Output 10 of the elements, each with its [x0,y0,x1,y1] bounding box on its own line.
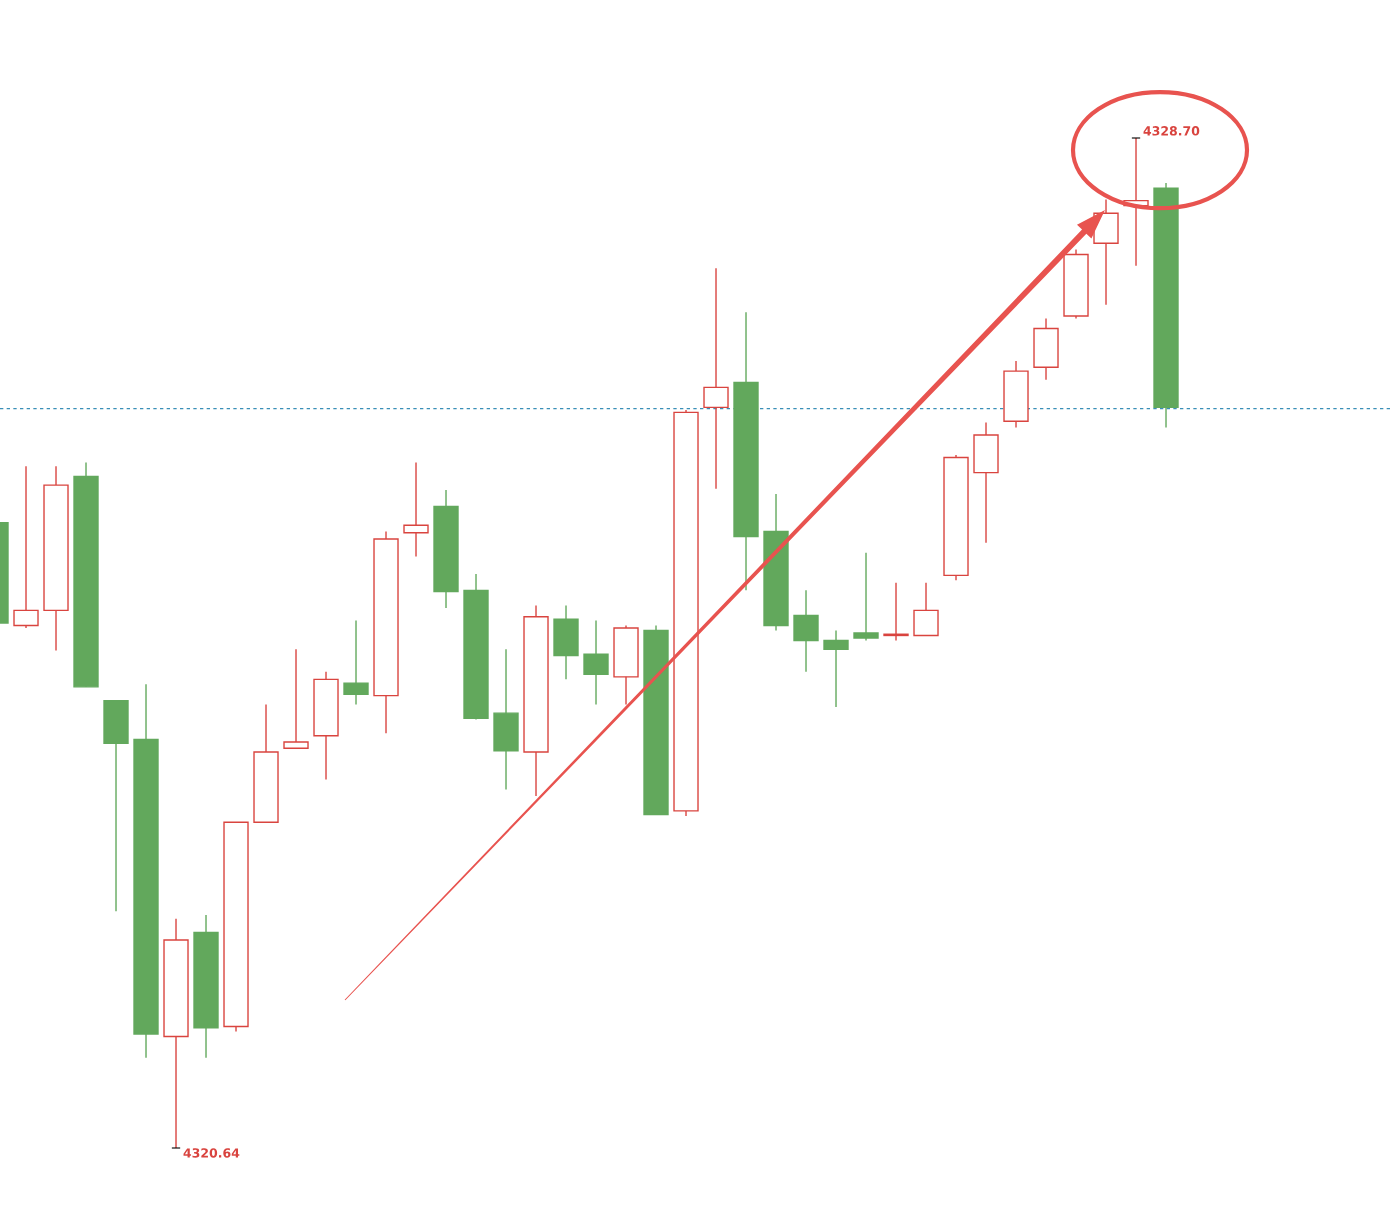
text: 4328.70 [1143,126,1200,136]
candlestick [283,648,309,749]
candlestick [853,552,879,642]
candlestick [343,619,369,706]
text: 4320.64 [183,1148,240,1158]
candlestick [823,629,849,708]
candlestick [583,619,609,706]
candlestick [703,267,729,490]
candlestick [13,465,39,629]
candlestick [403,461,429,558]
